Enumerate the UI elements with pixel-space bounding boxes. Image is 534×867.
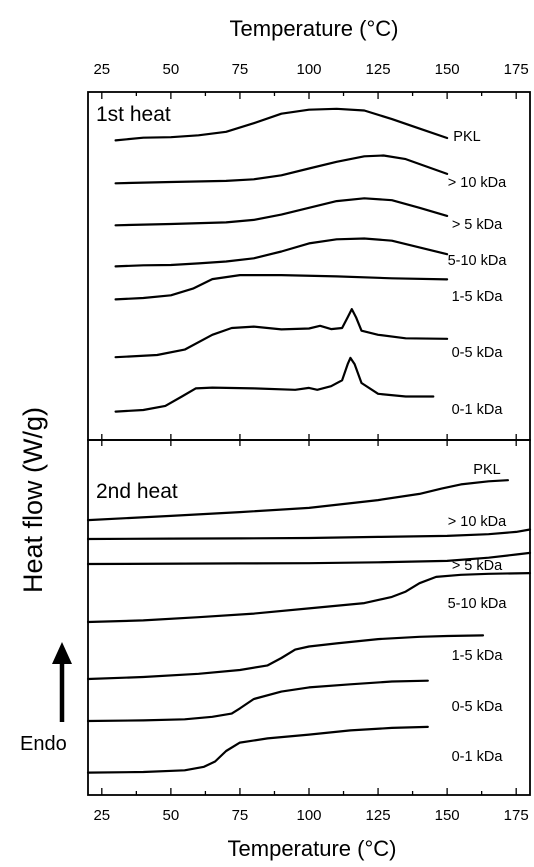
curve-first-heat-5-10-kda — [114, 237, 449, 268]
curve-second-heat-5-kda — [86, 551, 532, 566]
curve-second-heat-10-kda — [86, 528, 532, 541]
endo-arrow-icon — [52, 642, 72, 722]
bottom-axis-title: Temperature (°C) — [228, 836, 397, 861]
series-label-1-5-kda: 1-5 kDa — [452, 648, 504, 664]
top-tick-label: 75 — [232, 61, 249, 78]
series-label-5-10-kda: 5-10 kDa — [448, 596, 508, 612]
top-tick-label: 150 — [435, 61, 460, 78]
curve-first-heat-1-5-kda — [114, 274, 449, 301]
series-label-pkl: PKL — [453, 129, 480, 145]
top-tick-label: 125 — [366, 61, 391, 78]
bottom-tick-label: 50 — [163, 807, 180, 824]
curve-first-heat-0-1-kda — [114, 356, 435, 413]
curve-second-heat-pkl — [86, 479, 509, 522]
series-label-1-5-kda: 1-5 kDa — [452, 289, 504, 305]
series-label-5-10-kda: 5-10 kDa — [448, 253, 508, 269]
curve-second-heat-1-5-kda — [86, 634, 485, 681]
series-label-0-5-kda: 0-5 kDa — [452, 699, 504, 715]
series-label-pkl: PKL — [473, 462, 500, 478]
curve-first-heat-10-kda — [114, 154, 449, 185]
bottom-tick-label: 25 — [93, 807, 110, 824]
curve-second-heat-0-1-kda — [86, 725, 429, 774]
top-tick-label: 25 — [93, 61, 110, 78]
series-label-0-5-kda: 0-5 kDa — [452, 345, 504, 361]
curve-second-heat-5-10-kda — [86, 572, 532, 624]
series-label-5-kda: > 5 kDa — [452, 217, 503, 233]
series-label-5-kda: > 5 kDa — [452, 558, 503, 574]
top-tick-label: 175 — [504, 61, 529, 78]
y-axis-title: Heat flow (W/g) — [18, 407, 48, 593]
series-label-0-1-kda: 0-1 kDa — [452, 402, 504, 418]
series-label-0-1-kda: 0-1 kDa — [452, 749, 504, 765]
series-label-10-kda: > 10 kDa — [448, 175, 507, 191]
series-label-10-kda: > 10 kDa — [448, 514, 507, 530]
bottom-tick-label: 150 — [435, 807, 460, 824]
curve-first-heat-5-kda — [114, 197, 449, 227]
bottom-tick-label: 175 — [504, 807, 529, 824]
endo-label: Endo — [20, 733, 67, 755]
panel-title-2nd-heat: 2nd heat — [96, 480, 178, 503]
bottom-tick-label: 125 — [366, 807, 391, 824]
top-axis-title: Temperature (°C) — [230, 16, 399, 41]
curve-first-heat-0-5-kda — [114, 308, 449, 359]
curve-first-heat-pkl — [114, 107, 449, 142]
bottom-tick-label: 100 — [296, 807, 321, 824]
top-tick-label: 100 — [296, 61, 321, 78]
panel-title-1st-heat: 1st heat — [96, 103, 171, 126]
bottom-tick-label: 75 — [232, 807, 249, 824]
top-tick-label: 50 — [163, 61, 180, 78]
curve-second-heat-0-5-kda — [86, 679, 429, 723]
